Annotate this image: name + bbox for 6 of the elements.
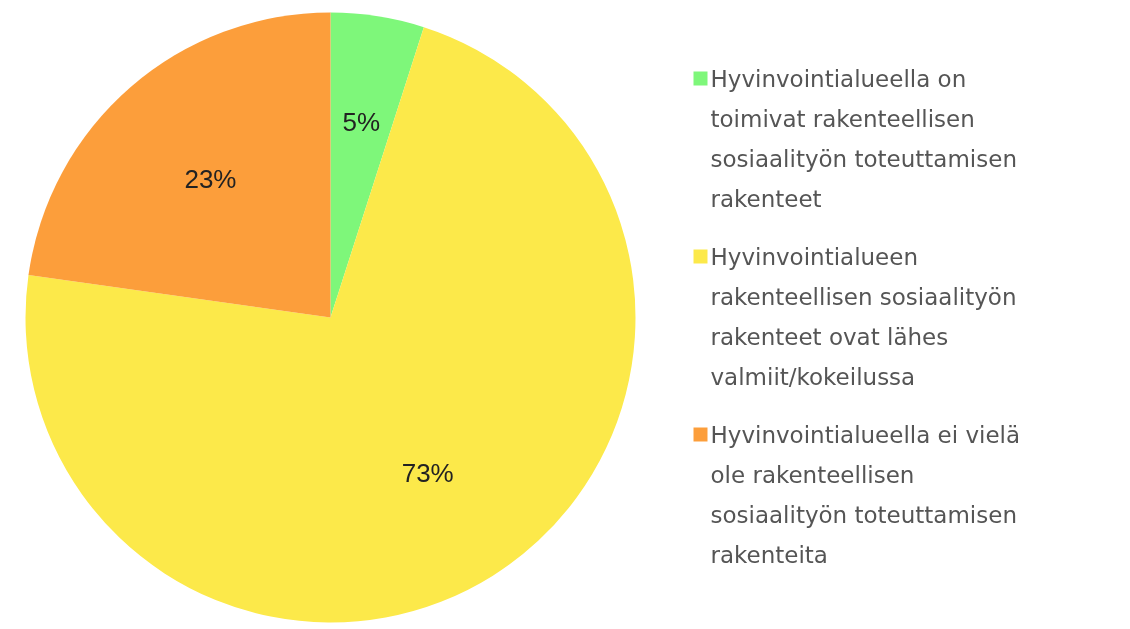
- legend-label: Hyvinvointialueella on toimivat rakenteellisen sosiaalityön toteuttamisen rakenteet: [710, 65, 1017, 212]
- data-label: 73%: [401, 457, 454, 488]
- data-label: 23%: [184, 164, 237, 195]
- legend-label: Hyvinvointialueen rakenteellisen sosiaalityön rakenteet ovat lähes valmiit/kokeilussa: [710, 243, 1017, 390]
- data-label: 5%: [342, 106, 380, 137]
- legend-label: Hyvinvointialueella ei vielä ole rakenteellisen sosiaalityön toteuttamisen rakenteita: [710, 421, 1021, 568]
